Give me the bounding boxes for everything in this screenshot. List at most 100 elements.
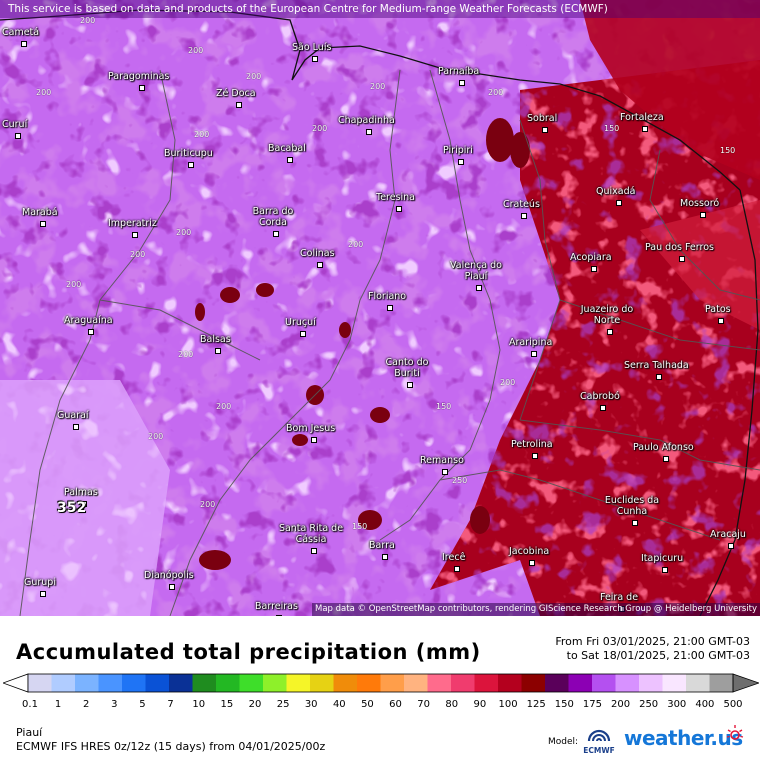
city-name: Jacobina (509, 546, 550, 557)
city-marker (80, 500, 87, 507)
city-name: Marabá (22, 207, 58, 218)
city-marker (441, 468, 448, 475)
ecmwf-logo-icon (587, 729, 611, 742)
scale-tick-label: 50 (361, 699, 374, 710)
scale-color-cell (404, 674, 428, 692)
scale-tick-label: 3 (111, 699, 118, 710)
city-marker (699, 211, 706, 218)
city-marker (276, 614, 283, 616)
city-marker (599, 404, 606, 411)
city-label: Barra (369, 540, 395, 562)
scale-color-cell (545, 674, 569, 692)
scale-tick-label: 1 (54, 699, 62, 710)
city-label: Valença do Piauí (441, 260, 511, 293)
city-marker (88, 328, 95, 335)
contour-label: 150 (604, 124, 620, 133)
city-name: Paulo Afonso (633, 442, 694, 453)
city-name: Valença do Piauí (450, 260, 502, 282)
city-label: Crateús (503, 199, 540, 221)
city-marker (366, 128, 373, 135)
city-label: Paulo Afonso (633, 442, 694, 464)
contour-label: 200 (66, 280, 82, 289)
contour-label: 200 (148, 432, 164, 441)
city-label: Bacabal (268, 143, 306, 165)
city-name: Parnaíba (438, 66, 480, 77)
contour-label: 200 (312, 124, 328, 133)
scale-color-cell (474, 674, 499, 692)
city-marker (273, 230, 279, 237)
city-marker (615, 199, 622, 206)
scale-color-cell (568, 674, 593, 692)
city-marker (717, 317, 724, 324)
scale-tick-label: 300 (667, 699, 687, 710)
scale-color-cell (51, 674, 76, 692)
city-marker (641, 125, 648, 132)
city-marker (530, 350, 537, 357)
contour-label: 200 (194, 130, 210, 139)
period-to: to Sat 18/01/2025, 21:00 GMT-03 (566, 649, 750, 662)
city-label: Chapadinha (338, 115, 395, 137)
weather-us-logo[interactable]: weather.us (624, 726, 743, 750)
model-label: Model: (548, 737, 579, 747)
scale-color-cell (380, 674, 405, 692)
city-name: Irecê (442, 552, 466, 563)
contour-label: 150 (720, 146, 736, 155)
city-name: Cabrobó (580, 391, 620, 402)
city-marker (311, 55, 318, 62)
city-name: Dianópolis (144, 570, 194, 581)
city-name: Chapadinha (338, 115, 395, 126)
contour-label: 200 (500, 378, 516, 387)
city-label: Itapicuru (641, 553, 683, 575)
city-name: Mossoró (680, 198, 720, 209)
contour-label: 150 (436, 402, 452, 411)
scale-color-cell (28, 674, 52, 692)
city-marker (531, 452, 538, 459)
period-from: From Fri 03/01/2025, 21:00 GMT-03 (555, 635, 750, 648)
color-scale (3, 673, 759, 693)
scale-color-cell (286, 674, 311, 692)
scale-tick-label: 15 (220, 699, 234, 710)
city-label: Piripiri (443, 145, 473, 167)
city-name: São Luís (292, 42, 332, 53)
contour-label: 200 (348, 240, 364, 249)
city-marker (311, 547, 317, 554)
city-marker (317, 261, 324, 268)
city-name: Uruçuí (285, 317, 316, 328)
city-marker (542, 126, 549, 133)
city-name: Crateús (503, 199, 540, 210)
scale-color-cell (333, 674, 358, 692)
scale-tick-label: 250 (639, 699, 659, 710)
city-name: Piripiri (443, 145, 473, 156)
city-name: Serra Talhada (624, 360, 689, 371)
city-label: Irecê (442, 552, 465, 574)
contour-label: 200 (176, 228, 192, 237)
scale-color-cell (662, 674, 687, 692)
ecmwf-disclaimer: This service is based on data and produc… (0, 0, 760, 18)
scale-tick-label: 70 (417, 699, 431, 710)
city-marker (138, 84, 145, 91)
city-marker (529, 559, 536, 566)
precipitation-map: This service is based on data and produc… (0, 0, 760, 616)
scale-tick-label: 2 (83, 699, 90, 710)
city-name: Colinas (300, 248, 335, 259)
city-label: Buriticupu (164, 148, 213, 170)
city-name: Guaraí (57, 410, 89, 421)
scale-tick-label: 80 (445, 699, 459, 710)
city-label: Guaraí (57, 410, 89, 432)
scale-tick-label: 60 (389, 699, 402, 710)
scale-color-cell (639, 674, 663, 692)
city-label: São Luís (292, 42, 331, 64)
city-label: Santa Rita de Cássia (276, 523, 346, 556)
city-label: Patos (705, 304, 731, 326)
scale-color-cell (263, 674, 287, 692)
city-marker (632, 519, 638, 526)
max-value-label: 352 (57, 500, 87, 516)
city-label: Petrolina (511, 439, 553, 461)
city-marker (727, 542, 734, 549)
city-name: Remanso (420, 455, 464, 466)
city-label: Curuí (2, 119, 27, 141)
city-marker (188, 161, 195, 168)
city-marker (39, 220, 46, 227)
city-label: Canto do Buriti (372, 357, 442, 390)
legend-panel: Accumulated total precipitation (mm) Fro… (0, 616, 760, 760)
